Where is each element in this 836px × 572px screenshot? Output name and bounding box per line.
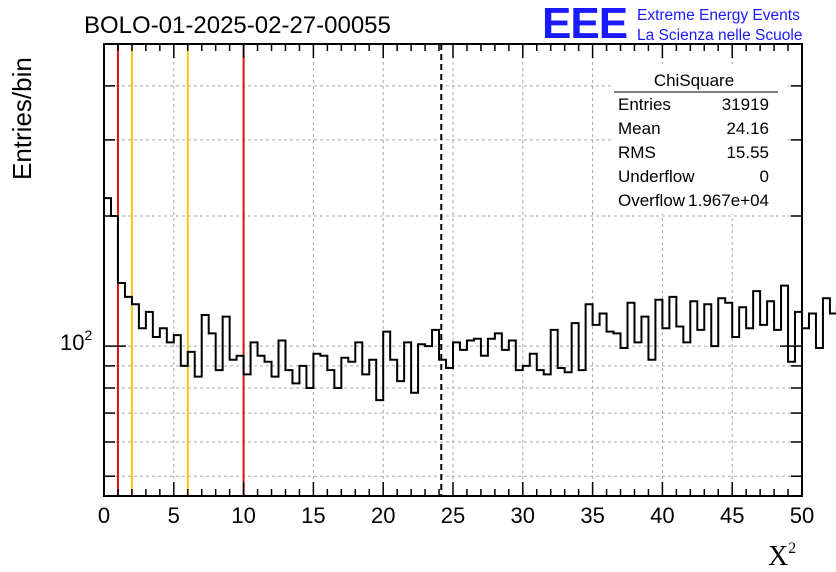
threshold-lines — [116, 44, 443, 496]
x-tick-label: 50 — [790, 503, 814, 528]
y-axis-label: Entries/bin — [7, 57, 37, 180]
logo-line2: La Scienza nelle Scuole — [637, 27, 802, 44]
x-tick-labels: 0 5 10 15 20 25 30 35 40 45 50 — [98, 503, 814, 528]
stats-label: Entries — [618, 95, 671, 114]
x-tick-label: 30 — [511, 503, 535, 528]
stats-label: Underflow — [618, 167, 695, 186]
stats-label: RMS — [618, 143, 656, 162]
x-tick-label: 5 — [168, 503, 180, 528]
stats-value: 24.16 — [726, 119, 769, 138]
x-tick-label: 20 — [371, 503, 395, 528]
x-tick-label: 45 — [720, 503, 744, 528]
axes — [103, 43, 803, 497]
x-tick-label: 25 — [441, 503, 465, 528]
histogram-line — [104, 197, 836, 402]
eee-logo: EEE Extreme Energy Events La Scienza nel… — [542, 0, 802, 48]
stats-value: 31919 — [722, 95, 769, 114]
stats-value: 1.967e+04 — [688, 191, 769, 210]
stats-value: 15.55 — [726, 143, 769, 162]
x-tick-label: 40 — [650, 503, 674, 528]
x-tick-label: 0 — [98, 503, 110, 528]
logo-line1: Extreme Energy Events — [637, 7, 800, 24]
x-tick-label: 35 — [580, 503, 604, 528]
x-axis-label: X2 — [768, 540, 796, 572]
x-tick-label: 10 — [231, 503, 255, 528]
x-tick-label: 15 — [301, 503, 325, 528]
y-tick-label: 102 — [60, 327, 92, 355]
stats-value: 0 — [760, 167, 769, 186]
plot-title: BOLO-01-2025-02-27-00055 — [84, 12, 391, 39]
stats-box: ChiSquare Entries 31919 Mean 24.16 RMS 15.55 U… — [612, 64, 788, 214]
stats-label: Mean — [618, 119, 661, 138]
stats-label: Overflow — [618, 191, 686, 210]
stats-title: ChiSquare — [654, 71, 734, 90]
logo-mark: EEE — [542, 0, 627, 48]
